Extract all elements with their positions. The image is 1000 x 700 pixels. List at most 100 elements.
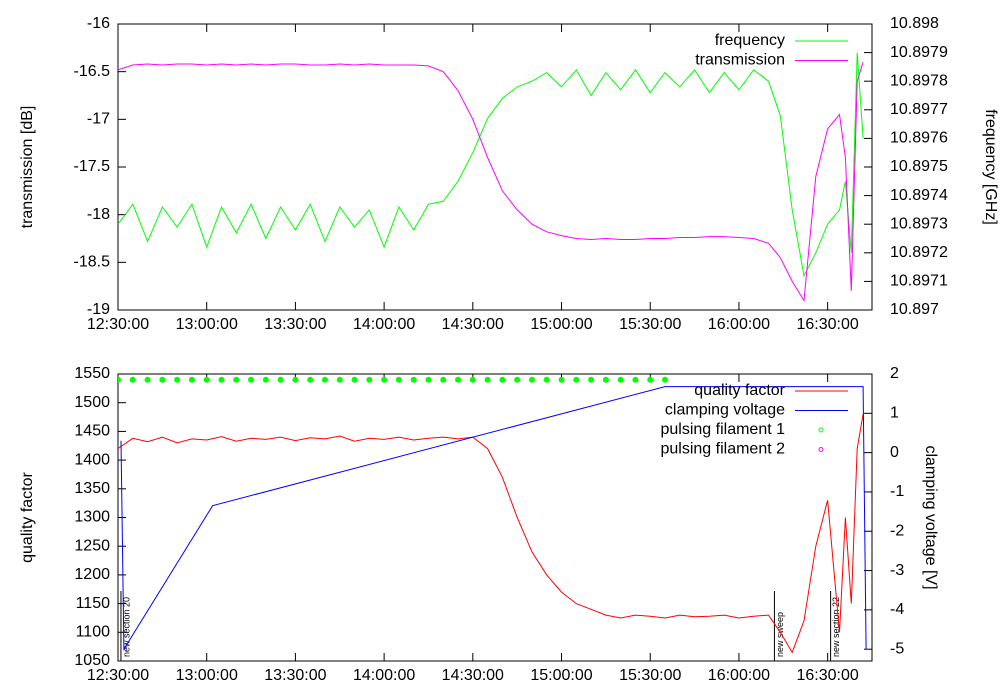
y2-tick-label: 10.8972 [890, 244, 948, 261]
y2-axis-label: frequency [GHz] [982, 109, 999, 225]
x-tick-label: 16:30:00 [797, 667, 859, 684]
y-tick-label: 1450 [74, 423, 110, 440]
y-tick-label: 1150 [76, 595, 111, 612]
x-tick-label: 13:00:00 [176, 316, 238, 333]
y2-axis-label: clamping voltage [V] [922, 445, 939, 589]
legend-label: quality factor [694, 382, 785, 399]
y-tick-label: -17 [87, 111, 110, 128]
y-tick-label: 1300 [74, 509, 110, 526]
x-tick-label: 13:30:00 [264, 316, 326, 333]
point [410, 376, 417, 383]
point [528, 376, 535, 383]
y2-tick-label: 10.8976 [890, 130, 948, 147]
point [395, 376, 402, 383]
x-tick-label: 12:30:00 [87, 316, 149, 333]
point [573, 376, 580, 383]
y2-tick-label: 1 [890, 405, 899, 422]
point [499, 376, 506, 383]
x-tick-label: 15:30:00 [619, 667, 681, 684]
legend-marker [818, 427, 824, 433]
x-tick-label: 16:30:00 [797, 316, 859, 333]
point [188, 376, 195, 383]
point [543, 376, 550, 383]
point [351, 376, 358, 383]
x-tick-label: 14:30:00 [442, 316, 504, 333]
x-tick-label: 12:30:00 [87, 667, 149, 684]
annotation: new sweep [775, 612, 785, 657]
x-tick-label: 13:30:00 [264, 667, 326, 684]
point [277, 376, 284, 383]
plot [118, 52, 864, 303]
y-tick-label: -17.5 [74, 158, 111, 175]
y-tick-label: 1200 [74, 566, 110, 583]
series-line [120, 386, 867, 651]
y-tick-label: -19 [87, 301, 110, 318]
legend-label: pulsing filament 2 [660, 441, 785, 458]
y2-tick-label: 10.8974 [890, 187, 948, 204]
y-tick-label: 1400 [74, 451, 110, 468]
point [617, 376, 624, 383]
x-tick-label: 13:00:00 [176, 667, 238, 684]
point [159, 376, 166, 383]
x-tick-label: 14:00:00 [353, 316, 415, 333]
point [218, 376, 225, 383]
y2-tick-label: 2 [890, 365, 899, 382]
point [248, 376, 255, 383]
y-axis-label: quality factor [19, 471, 36, 562]
point [425, 376, 432, 383]
x-tick-label: 14:30:00 [442, 667, 504, 684]
y-tick-label: 1050 [74, 652, 110, 669]
y-axis-label: transmission [dB] [19, 106, 36, 229]
point [174, 376, 181, 383]
point [455, 376, 462, 383]
y-tick-label: -18 [87, 206, 110, 223]
point [647, 376, 654, 383]
x-tick-label: 14:00:00 [353, 667, 415, 684]
y-tick-label: 1350 [74, 480, 110, 497]
x-tick-label: 16:00:00 [708, 667, 770, 684]
point [118, 376, 121, 383]
point [558, 376, 565, 383]
point [292, 376, 299, 383]
y2-tick-label: 10.8977 [890, 101, 948, 118]
legend-label: clamping voltage [665, 402, 785, 419]
y2-tick-label: 10.8975 [890, 158, 948, 175]
point [469, 376, 476, 383]
annotation: new section 20 [121, 597, 131, 657]
x-tick-label: 15:00:00 [530, 667, 592, 684]
series-line [118, 52, 864, 278]
point [336, 376, 343, 383]
y2-tick-label: -3 [890, 562, 904, 579]
point [484, 376, 491, 383]
point [366, 376, 373, 383]
point [203, 376, 210, 383]
point [662, 376, 669, 383]
point [129, 376, 136, 383]
x-tick-label: 16:00:00 [708, 316, 770, 333]
y2-tick-label: 10.8979 [890, 44, 948, 61]
legend-marker [818, 447, 824, 452]
y-tick-label: 1100 [76, 624, 111, 641]
point [632, 376, 639, 383]
legend-label: pulsing filament 1 [660, 421, 785, 438]
y-tick-label: 1550 [74, 365, 110, 382]
y-tick-label: 1500 [74, 394, 110, 411]
y2-tick-label: -2 [890, 522, 904, 539]
y2-tick-label: -4 [890, 601, 904, 618]
legend-label: frequency [715, 32, 785, 49]
plot [118, 376, 867, 654]
point [321, 376, 328, 383]
y-tick-label: -16 [87, 15, 110, 32]
y2-tick-label: 10.898 [890, 15, 939, 32]
y2-tick-label: 10.8978 [890, 72, 948, 89]
series-line [118, 61, 864, 303]
y2-tick-label: 10.8971 [890, 273, 948, 290]
point [381, 376, 388, 383]
x-tick-label: 15:30:00 [619, 316, 681, 333]
x-tick-label: 15:00:00 [530, 316, 592, 333]
y2-tick-label: -5 [890, 640, 904, 657]
legend-label: transmission [695, 52, 785, 69]
y-tick-label: -16.5 [74, 63, 111, 80]
point [440, 376, 447, 383]
